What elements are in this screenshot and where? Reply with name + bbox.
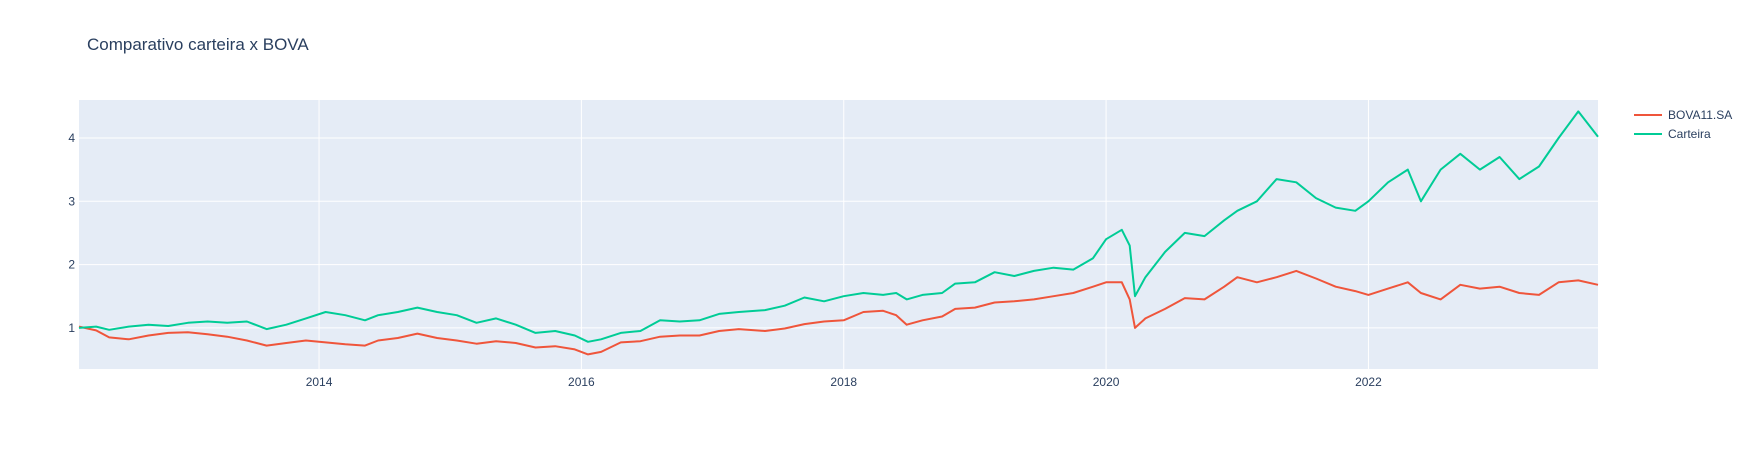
x-gridlines (318, 100, 1369, 369)
series-line-bova11-sa (78, 269, 1599, 356)
legend-item-bova11[interactable]: BOVA11.SA (1634, 108, 1732, 122)
y-tick-label: 1 (68, 321, 75, 335)
legend-label-bova11: BOVA11.SA (1668, 108, 1732, 122)
x-axis-ticks: 2014 2016 2018 2020 2022 (306, 375, 1382, 389)
y-tick-label: 3 (68, 194, 75, 208)
legend[interactable]: BOVA11.SA Carteira (1634, 108, 1732, 141)
legend-label-carteira: Carteira (1668, 127, 1711, 141)
y-axis-ticks: 1 2 3 4 (68, 131, 75, 335)
legend-item-carteira[interactable]: Carteira (1634, 127, 1711, 141)
y-gridlines (79, 137, 1598, 329)
x-tick-label: 2020 (1093, 375, 1120, 389)
plot-area (79, 100, 1598, 369)
x-tick-label: 2022 (1355, 375, 1382, 389)
x-tick-label: 2014 (306, 375, 333, 389)
y-tick-label: 2 (68, 258, 75, 272)
x-tick-label: 2018 (830, 375, 857, 389)
series-lines (78, 110, 1599, 356)
series-line-carteira (78, 110, 1599, 343)
y-tick-label: 4 (68, 131, 75, 145)
chart-title: Comparativo carteira x BOVA (87, 35, 309, 54)
x-tick-label: 2016 (568, 375, 595, 389)
